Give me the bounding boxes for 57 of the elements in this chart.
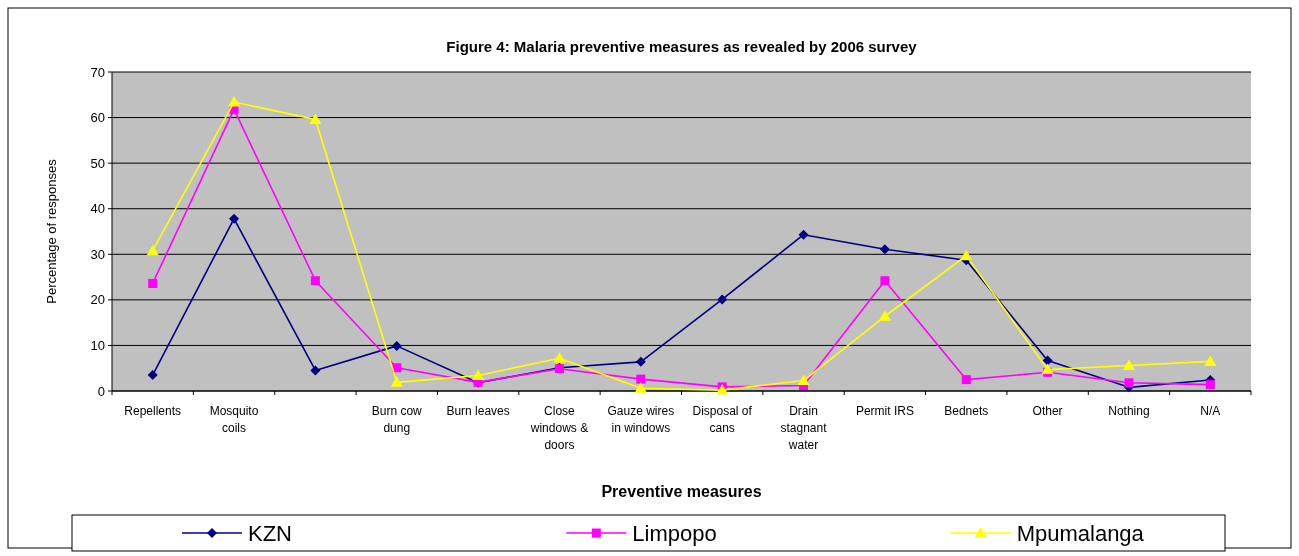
point [228, 96, 241, 107]
x-tick-label: Burn cow dung [371, 404, 423, 435]
point [797, 374, 810, 386]
point [880, 276, 890, 286]
point [1124, 378, 1134, 388]
point [1041, 363, 1054, 375]
point [798, 229, 809, 240]
point [390, 376, 403, 387]
x-tick-label: Drain stagnant water [780, 404, 828, 452]
point [961, 375, 971, 385]
point [392, 363, 402, 373]
x-tick-label: Permit IRS [855, 404, 914, 418]
point [636, 374, 646, 384]
point [148, 278, 158, 288]
point [146, 244, 159, 256]
point [1122, 359, 1135, 370]
point [391, 340, 402, 351]
point [1042, 355, 1053, 366]
y-tick-label: 10 [90, 337, 105, 353]
point [960, 249, 973, 261]
x-tick-label: Bednets [944, 404, 989, 418]
point [717, 294, 728, 305]
x-tick-label: Mosquito coils [209, 404, 259, 435]
point [309, 113, 322, 124]
point [472, 369, 485, 381]
point [229, 213, 240, 224]
x-tick-label: Disposal of cans [692, 404, 753, 435]
x-tick-label: Burn leaves [446, 404, 510, 418]
chart-title: Figure 4: Malaria preventive measures as revealed by 2006 survey [446, 38, 918, 55]
point [310, 365, 321, 376]
legend-label: Mpumalanga [1016, 520, 1145, 546]
legend-label: KZN [248, 520, 292, 546]
y-tick-label: 50 [90, 155, 105, 171]
point [553, 352, 566, 363]
point [634, 382, 647, 393]
x-axis-title: Preventive measures [601, 483, 762, 500]
x-tick-label: N/A [1200, 404, 1221, 418]
x-tick-label: Gauze wires in windows [607, 404, 675, 435]
y-tick-label: 60 [90, 110, 105, 126]
x-tick-label: Repellents [124, 404, 182, 418]
point [147, 370, 158, 381]
y-tick-label: 20 [90, 292, 105, 308]
point [635, 356, 646, 367]
y-tick-label: 70 [90, 64, 105, 80]
point [1204, 355, 1217, 366]
x-tick-label: Other [1032, 404, 1063, 418]
x-tick-label: Close windows & doors [529, 404, 589, 452]
x-tick-label: Nothing [1108, 404, 1150, 418]
y-axis-title: Percentage of responses [44, 158, 59, 304]
y-tick-label: 30 [90, 246, 105, 262]
point [879, 244, 890, 255]
point [878, 310, 891, 321]
y-tick-label: 0 [97, 383, 105, 399]
point [1205, 380, 1215, 390]
point [310, 276, 320, 286]
y-tick-label: 40 [90, 201, 105, 217]
legend-label: Limpopo [632, 520, 717, 546]
